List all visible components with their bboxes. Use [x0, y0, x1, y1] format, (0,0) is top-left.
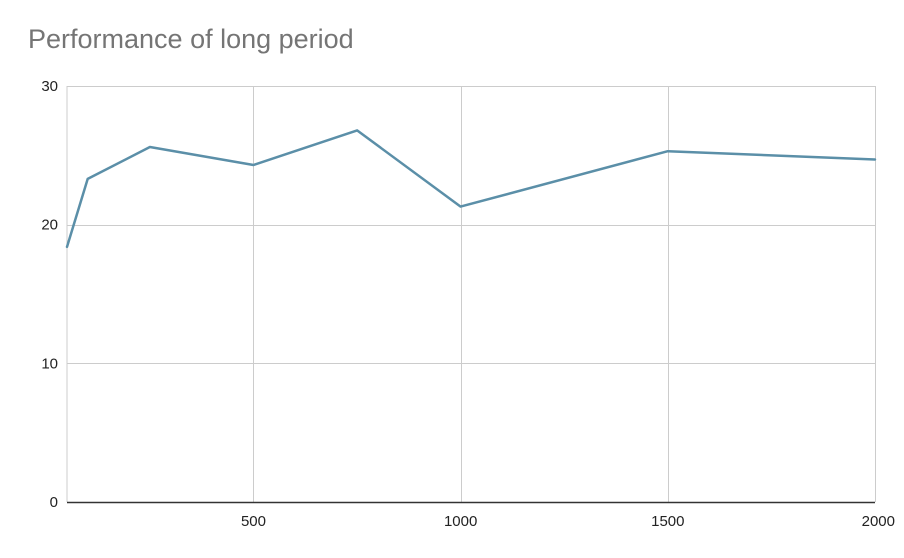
series-line-0 — [65, 129, 877, 249]
data-point[interactable] — [61, 241, 73, 253]
x-tick-label: 1000 — [444, 513, 477, 530]
y-tick-label: 10 — [41, 355, 58, 372]
y-tick-label: 0 — [50, 494, 58, 511]
tick-labels: 0 10 20 30 500 1000 1500 2000 — [41, 78, 895, 530]
data-point[interactable] — [82, 173, 94, 185]
data-point[interactable] — [351, 124, 363, 136]
chart-title: Performance of long period — [28, 24, 354, 54]
data-point[interactable] — [247, 159, 259, 171]
x-tick-label: 2000 — [862, 513, 895, 530]
y-tick-label: 30 — [41, 78, 58, 95]
data-point[interactable] — [869, 153, 881, 165]
gridlines — [66, 86, 876, 502]
data-point[interactable] — [662, 145, 674, 157]
x-tick-label: 1500 — [651, 513, 684, 530]
y-tick-label: 20 — [41, 217, 58, 234]
x-tick-label: 500 — [241, 513, 266, 530]
data-point[interactable] — [144, 141, 156, 153]
data-point[interactable] — [455, 201, 467, 213]
series-lines — [61, 124, 881, 253]
